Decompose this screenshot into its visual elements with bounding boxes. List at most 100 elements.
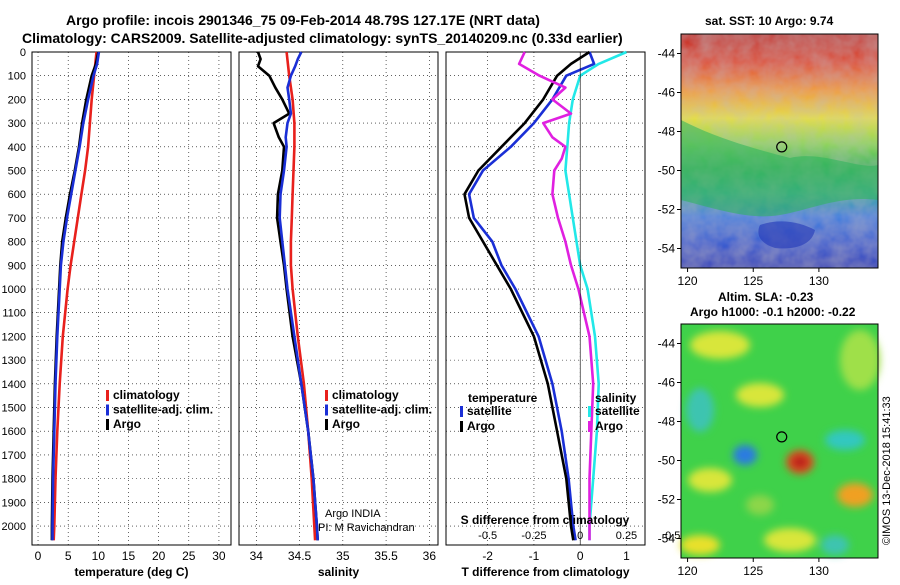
salinity-xtick-label: 34 <box>250 549 264 563</box>
difference-legend-salinity-item: Argo <box>595 419 623 433</box>
temperature-legend-item: Argo <box>113 417 141 431</box>
sla-map-ytick-label: -48 <box>658 415 676 429</box>
sst-map-ytick-label: -54 <box>658 242 676 256</box>
sla-map-frame <box>680 323 879 559</box>
temperature-ytick-label: 700 <box>8 213 26 225</box>
imos-credit: ©IMOS 13-Dec-2018 15:41:33 <box>881 396 893 545</box>
temperature-panel: 0 5 10 15 20 25 30 temperature (deg C) 0 100 200 30… <box>2 47 232 579</box>
temperature-legend-swatch <box>106 390 109 401</box>
sst-map-ytick-label: -50 <box>658 164 676 178</box>
difference-legend-swatch <box>588 406 591 417</box>
difference-legend-swatch <box>588 421 591 432</box>
sla-map-ytick-label: -44 <box>658 337 676 351</box>
salinity-annotation-float: Argo INDIA <box>325 508 381 520</box>
difference-legend-temperature-item: satellite <box>467 404 512 418</box>
temperature-ytick-label: 1700 <box>2 450 26 462</box>
temperature-ytick-label: 1300 <box>2 355 26 367</box>
sla-map-panel: Altim. SLA: -0.23 Argo h1000: -0.1 h2000… <box>658 290 880 578</box>
sst-map-xtick-label: 120 <box>678 274 698 288</box>
difference-xtick-label: -2 <box>482 549 493 563</box>
temperature-ytick-label: 1900 <box>2 497 26 509</box>
salinity-xlabel: salinity <box>318 565 360 579</box>
difference-s-tick-label: -0.25 <box>521 530 546 542</box>
salinity-legend-swatch <box>325 419 328 430</box>
difference-series-t-satellite <box>467 51 596 541</box>
temperature-xtick-label: 0 <box>35 549 42 563</box>
sst-map-panel: sat. SST: 10 Argo: 9.74 -44-46-48-50-52-… <box>658 14 879 289</box>
sla-map-ytick-label: -54 <box>658 532 676 546</box>
sst-map-cold-intrusion <box>681 120 878 217</box>
temperature-ytick-label: 400 <box>8 142 26 154</box>
temperature-ytick-label: 1100 <box>2 308 26 320</box>
temperature-xtick-label: 5 <box>65 549 72 563</box>
difference-xlabel: T difference from climatology <box>461 565 629 579</box>
temperature-ytick-label: 100 <box>8 71 26 83</box>
sla-map-axes: -44 -46 -48 -50 -52 -54 120 125 130 <box>658 337 830 579</box>
sst-map-ytick-label: -44 <box>658 47 676 61</box>
salinity-legend-swatch <box>325 404 328 416</box>
temperature-xtick-label: 20 <box>152 549 166 563</box>
salinity-annotation-pi: PI: M Ravichandran <box>318 522 415 534</box>
figure-title-line2: Climatology: CARS2009. Satellite-adjuste… <box>22 30 623 46</box>
difference-s-axis-label: S difference from climatology <box>461 513 630 527</box>
sla-map-title: Altim. SLA: -0.23 <box>718 290 814 304</box>
temperature-ytick-label: 1000 <box>2 284 26 296</box>
difference-s-tick-label: 0.5 <box>665 530 680 542</box>
sst-map-axes: -44 -46 -48 -50 -52 -54 120 125 130 <box>658 47 830 289</box>
sst-map-frame <box>680 33 879 269</box>
difference-series-s-satellite <box>564 50 628 541</box>
temperature-series-climatology <box>52 51 98 541</box>
temperature-plot-frame <box>31 51 232 546</box>
temperature-ytick-label: 500 <box>8 166 26 178</box>
sla-map-xtick-label: 130 <box>809 564 829 578</box>
difference-legend-title-temperature: temperature <box>468 391 538 405</box>
difference-legend-salinity-item: satellite <box>595 404 640 418</box>
temperature-xtick-label: 10 <box>92 549 106 563</box>
temperature-ytick-label: 1200 <box>2 331 26 343</box>
temperature-ytick-label: 800 <box>8 237 26 249</box>
temperature-ytick-label: 1400 <box>2 379 26 391</box>
temperature-ytick-label: 1500 <box>2 403 26 415</box>
sst-map-xtick-label: 130 <box>809 274 829 288</box>
temperature-xtick-label: 30 <box>212 549 226 563</box>
sst-map-argo-marker <box>776 141 788 153</box>
temperature-legend-swatch <box>106 404 109 416</box>
salinity-xtick-label: 35 <box>336 549 350 563</box>
salinity-plot-frame <box>238 51 439 546</box>
sst-map-title: sat. SST: 10 Argo: 9.74 <box>705 14 834 28</box>
temperature-xtick-label: 15 <box>122 549 136 563</box>
sst-map-cold-blob <box>758 221 815 249</box>
sla-map-subtitle: Argo h1000: -0.1 h2000: -0.22 <box>690 305 856 319</box>
salinity-legend-item: climatology <box>332 388 399 402</box>
difference-series-s-argo <box>517 51 595 541</box>
temperature-ytick-label: 1600 <box>2 426 26 438</box>
temperature-legend-swatch <box>106 419 109 430</box>
difference-series-t-argo <box>463 50 591 541</box>
temperature-legend-item: satellite-adj. clim. <box>113 403 213 417</box>
figure-title-line1: Argo profile: incois 2901346_75 09-Feb-2… <box>66 12 540 28</box>
sla-map-ytick-label: -46 <box>658 376 676 390</box>
difference-panel: -2 -1 0 1 T difference from climatology S dif… <box>445 50 680 579</box>
sla-map-ytick-label: -50 <box>658 454 676 468</box>
difference-legend-temperature-item: Argo <box>467 419 495 433</box>
salinity-legend-item: satellite-adj. clim. <box>332 403 432 417</box>
difference-xtick-label: -1 <box>529 549 540 563</box>
sst-map-xtick-label: 125 <box>743 274 763 288</box>
difference-s-tick-label: 0.25 <box>616 530 637 542</box>
temperature-ytick-label: 2000 <box>2 521 26 533</box>
difference-legend-swatch <box>460 406 463 417</box>
salinity-series-satellite-adj-clim- <box>278 51 319 541</box>
sla-map-xtick-label: 125 <box>743 564 763 578</box>
temperature-legend-item: climatology <box>113 388 180 402</box>
salinity-legend-item: Argo <box>332 417 360 431</box>
difference-legend-title-salinity: salinity <box>595 391 637 405</box>
difference-s-tick-label: 0 <box>577 530 583 542</box>
difference-xtick-label: 1 <box>623 549 630 563</box>
salinity-xtick-label: 36 <box>423 549 437 563</box>
sla-map-ytick-label: -52 <box>658 493 676 507</box>
temperature-ytick-label: 900 <box>8 260 26 272</box>
temperature-ytick-label: 200 <box>8 94 26 106</box>
salinity-panel: 34 34.5 35 35.5 36 salinity climatologysatelli… <box>238 51 439 579</box>
